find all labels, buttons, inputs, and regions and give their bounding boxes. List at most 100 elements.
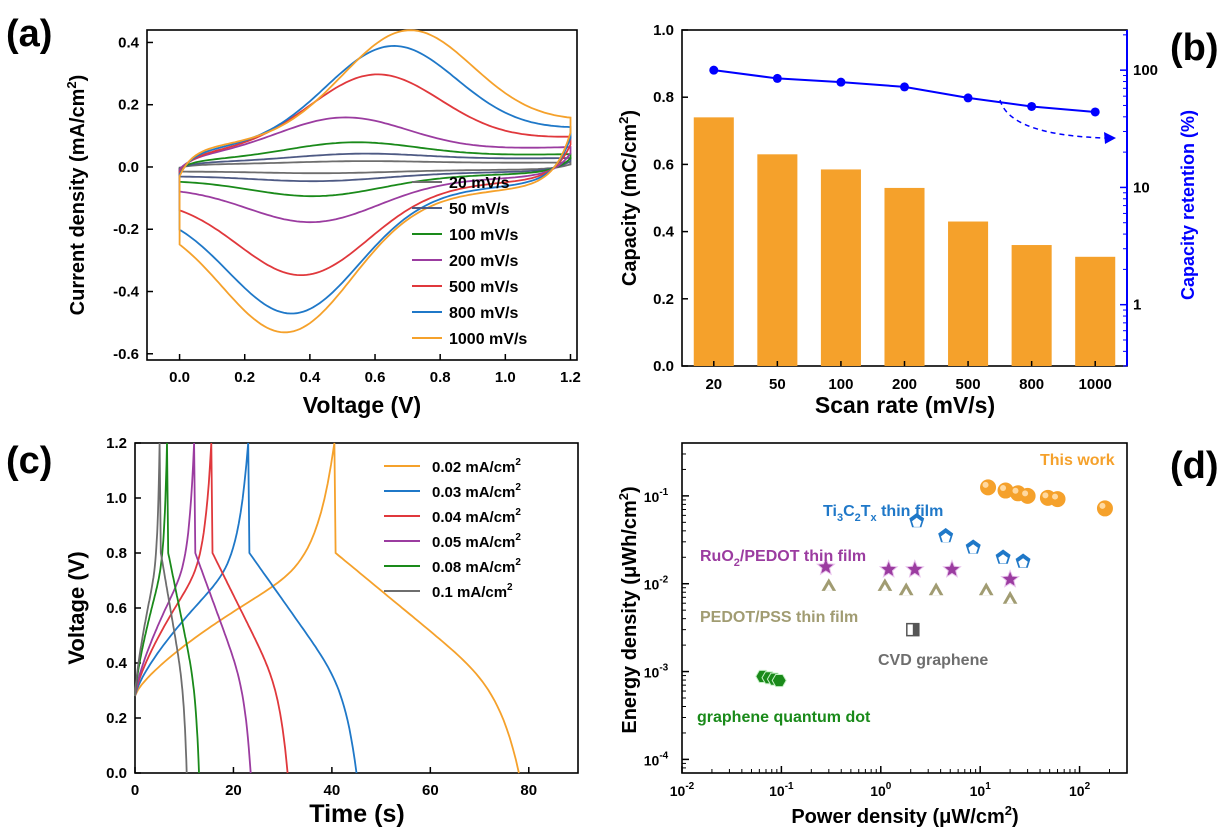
legend-label: 100 mV/s bbox=[449, 227, 518, 244]
cv-curve bbox=[178, 116, 572, 224]
gcd-curve bbox=[134, 442, 252, 774]
panel-d-frame bbox=[681, 442, 1128, 774]
panel-b-xtick-label: 50 bbox=[769, 376, 786, 393]
cv-curve bbox=[178, 152, 572, 183]
legend-label: 500 mV/s bbox=[449, 279, 518, 296]
panel-c-ytick-label: 0.6 bbox=[106, 600, 127, 617]
this-work-highlight bbox=[1012, 487, 1019, 494]
gcd-curve bbox=[134, 442, 520, 774]
panel-a-frame bbox=[146, 29, 578, 361]
panel-c-xtick-label: 20 bbox=[225, 782, 242, 799]
annot-pedot-pss: PEDOT/PSS thin film bbox=[700, 609, 858, 626]
this-work-highlight bbox=[982, 481, 989, 488]
this-work-point bbox=[1049, 491, 1066, 508]
retention-point bbox=[772, 73, 782, 83]
panel-b-ytick-label: 0.4 bbox=[653, 224, 675, 241]
retention-point bbox=[963, 93, 973, 103]
panel-d-xlabel: Power density (μW/cm2) bbox=[791, 803, 1018, 828]
panel-b-xtick-label: 100 bbox=[828, 376, 853, 393]
annot-ruo2-pedot: RuO2/PEDOT thin film bbox=[700, 548, 866, 569]
ruo2-pedot-point bbox=[1000, 569, 1020, 588]
ruo2-pedot-point bbox=[816, 556, 836, 576]
panel-c-ytick-label: 1.2 bbox=[106, 435, 127, 452]
legend-label: 20 mV/s bbox=[449, 175, 510, 192]
retention-arrowhead bbox=[1104, 132, 1116, 144]
cvd-graphene-fill bbox=[912, 623, 919, 636]
panel-c-xtick-label: 60 bbox=[422, 782, 439, 799]
ti3c2tx-point-inner bbox=[998, 554, 1008, 564]
panel-b-xlabel: Scan rate (mV/s) bbox=[815, 392, 995, 418]
panel-b-chart: 20 50 100 200 500 800 1000 0.0 0.2 0.4 0.6 0.8 1.0 1 1… bbox=[616, 22, 1198, 418]
ruo2-pedot-point bbox=[942, 559, 962, 578]
retention-point bbox=[709, 65, 719, 75]
panel-a-ytick-label: 0.2 bbox=[118, 97, 139, 114]
panel-b-ytick-label: 0.0 bbox=[653, 358, 674, 375]
panel-c-ytick-label: 0.8 bbox=[106, 545, 127, 562]
panel-b-ytick-label: 0.2 bbox=[653, 291, 674, 308]
ti3c2tx-point-inner bbox=[1018, 558, 1028, 568]
gqd-point bbox=[771, 674, 787, 688]
panel-a-ylabel: Current density (mA/cm2) bbox=[64, 75, 89, 316]
ti3c2tx-point-inner bbox=[941, 532, 951, 542]
panel-c-ytick-label: 0.0 bbox=[106, 765, 127, 782]
panel-b-xtick-label: 1000 bbox=[1079, 376, 1112, 393]
legend-label: 0.08 mA/cm2 bbox=[432, 557, 521, 576]
panel-d-xtick-label: 10-2 bbox=[670, 781, 695, 799]
ruo2-pedot-point bbox=[905, 559, 925, 578]
pedot-pss-point-inner bbox=[881, 584, 889, 591]
panel-a-xtick-label: 0.2 bbox=[234, 369, 255, 386]
panel-d-ytick-label: 10-1 bbox=[644, 487, 669, 505]
panel-label-d: (d) bbox=[1170, 445, 1219, 487]
legend-label: 800 mV/s bbox=[449, 305, 518, 322]
capacity-bar bbox=[948, 221, 989, 366]
annot-this-work: This work bbox=[1040, 452, 1115, 469]
panel-a-ytick-label: -0.6 bbox=[113, 346, 139, 363]
pedot-pss-point-inner bbox=[824, 584, 833, 591]
this-work-highlight bbox=[1052, 493, 1059, 500]
legend-label: 0.02 mA/cm2 bbox=[432, 457, 521, 476]
panel-label-b: (b) bbox=[1170, 27, 1219, 69]
panel-d-chart: 10-2 10-1 100 101 102 10-4 10-3 10-2 10-1 This w… bbox=[616, 442, 1128, 828]
panel-b-xtick-label: 800 bbox=[1019, 376, 1044, 393]
legend-label: 0.04 mA/cm2 bbox=[432, 507, 521, 526]
cv-curve bbox=[178, 141, 572, 198]
panel-c-xtick-label: 0 bbox=[131, 782, 139, 799]
panel-a-chart: 0.0 0.2 0.4 0.6 0.8 1.0 1.2 -0.6 -0.4 -0.2 0.0 0.2 0… bbox=[64, 29, 581, 418]
panel-b-xtick-label: 20 bbox=[705, 376, 722, 393]
panel-label-c: (c) bbox=[6, 440, 52, 482]
panel-c-chart: 0 20 40 60 80 0.0 0.2 0.4 0.6 0.8 1.0 1.2 0.02 mA/c… bbox=[64, 435, 579, 828]
panel-a-ytick-label: 0.4 bbox=[118, 34, 140, 51]
panel-c-xtick-label: 40 bbox=[324, 782, 341, 799]
cv-curve bbox=[178, 160, 572, 175]
legend-label: 1000 mV/s bbox=[449, 331, 527, 348]
panel-b-y2tick-label: 100 bbox=[1133, 62, 1158, 79]
panel-d-ytick-label: 10-4 bbox=[644, 750, 669, 768]
gcd-curve bbox=[134, 442, 289, 774]
panel-a-ytick-label: -0.4 bbox=[113, 284, 140, 301]
panel-c-xlabel: Time (s) bbox=[309, 800, 404, 828]
pedot-pss-point-inner bbox=[982, 588, 991, 596]
pedot-pss-point-inner bbox=[1006, 596, 1014, 604]
annot-ti3c2tx: Ti3C2Tx thin film bbox=[823, 503, 943, 524]
panel-c-ylabel: Voltage (V) bbox=[64, 551, 89, 664]
panel-a-xtick-label: 1.0 bbox=[495, 369, 516, 386]
panel-label-a: (a) bbox=[6, 13, 52, 55]
panel-b-y2tick-label: 10 bbox=[1133, 179, 1150, 196]
panel-d-ylabel: Energy density (μWh/cm2) bbox=[616, 486, 641, 733]
legend-label: 200 mV/s bbox=[449, 253, 518, 270]
legend-label: 0.1 mA/cm2 bbox=[432, 582, 513, 601]
this-work-highlight bbox=[1042, 492, 1049, 499]
panel-a-ytick-label: -0.2 bbox=[113, 221, 139, 238]
gcd-curve bbox=[134, 442, 358, 774]
panel-a-xtick-label: 0.4 bbox=[299, 369, 321, 386]
capacity-bar bbox=[757, 154, 798, 366]
panel-b-y2label: Capacity retention (%) bbox=[1178, 110, 1198, 300]
capacity-bar bbox=[1011, 245, 1052, 366]
this-work-highlight bbox=[1022, 490, 1029, 497]
panel-d-ytick-label: 10-2 bbox=[644, 575, 669, 593]
retention-point bbox=[1090, 107, 1100, 117]
panel-c-ytick-label: 0.2 bbox=[106, 710, 127, 727]
retention-point bbox=[900, 82, 909, 92]
panel-b-y2tick-label: 1 bbox=[1133, 297, 1141, 314]
panel-b-ytick-label: 0.6 bbox=[653, 156, 674, 173]
